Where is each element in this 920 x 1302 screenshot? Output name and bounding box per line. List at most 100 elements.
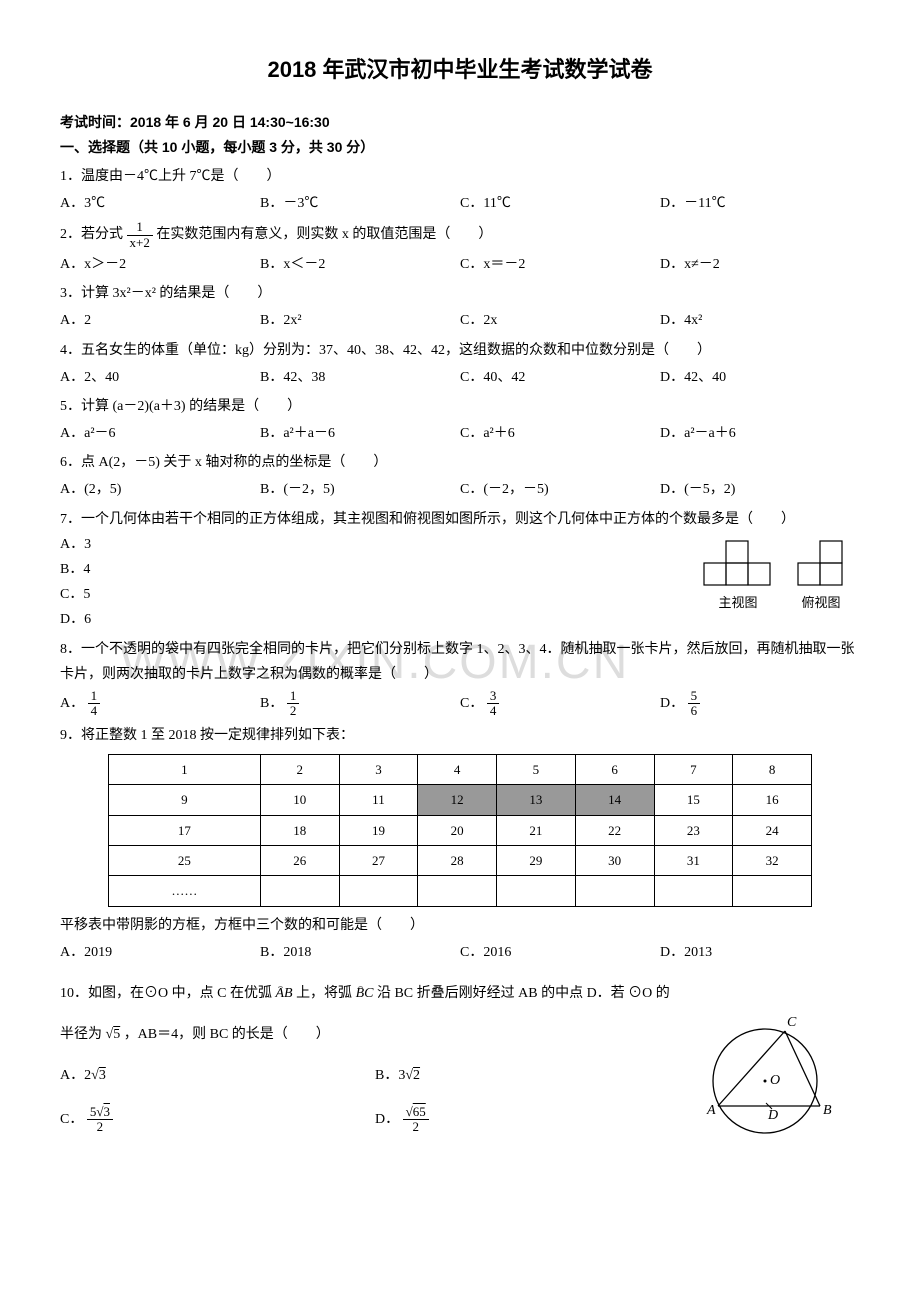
q2-post: 在实数范围内有意义，则实数 x 的取值范围是（ ） xyxy=(156,227,492,242)
q2-fraction: 1 x+2 xyxy=(127,220,153,250)
label-a: A xyxy=(706,1103,716,1118)
table-cell: 4 xyxy=(418,754,497,784)
table-cell: 13 xyxy=(497,785,576,815)
q10-figure: C O A D B xyxy=(690,1016,840,1155)
table-cell: 28 xyxy=(418,845,497,875)
table-cell: 17 xyxy=(109,815,261,845)
q3-opt-c: C．2x xyxy=(460,308,660,333)
q10-l1a: 10．如图，在⊙O 中，点 C 在优弧 xyxy=(60,986,272,1001)
table-cell: 9 xyxy=(109,785,261,815)
top-view-svg xyxy=(792,536,850,591)
q8a-label: A． xyxy=(60,696,84,711)
q5-opt-b: B．a²＋a－6 xyxy=(260,421,460,446)
q8d-label: D． xyxy=(660,696,684,711)
q1-options: A．3℃ B．－3℃ C．11℃ D．－11℃ xyxy=(60,191,860,216)
q4-opt-d: D．42、40 xyxy=(660,365,860,390)
q10c-pre: C． xyxy=(60,1112,83,1127)
table-cell xyxy=(339,876,418,906)
table-cell: 10 xyxy=(260,785,339,815)
q10-opt-c: C． 5√3 2 xyxy=(60,1105,375,1135)
page-title: 2018 年武汉市初中毕业生考试数学试卷 xyxy=(60,50,860,90)
q10-l2b: ，AB＝4，则 BC 的长是（ ） xyxy=(124,1027,330,1042)
q9-opt-c: C．2016 xyxy=(460,940,660,965)
q10-l2a: 半径为 xyxy=(60,1027,102,1042)
q8c-den: 4 xyxy=(487,704,500,718)
q6-opt-c: C．(－2，－5) xyxy=(460,477,660,502)
q2-pre: 2．若分式 xyxy=(60,227,123,242)
q5-options: A．a²－6 B．a²＋a－6 C．a²＋6 D．a²－a＋6 xyxy=(60,421,860,446)
table-cell: 22 xyxy=(575,815,654,845)
q6-options: A．(2，5) B．(－2，5) C．(－2，－5) D．(－5，2) xyxy=(60,477,860,502)
q9-opt-d: D．2013 xyxy=(660,940,860,965)
q8-opt-d: D． 56 xyxy=(660,689,860,719)
question-9: 9．将正整数 1 至 2018 按一定规律排列如下表： xyxy=(60,723,860,748)
q10-opt-d: D． √65 2 xyxy=(375,1105,690,1135)
q2-num: 1 xyxy=(127,220,153,235)
question-7: 7．一个几何体由若干个相同的正方体组成，其主视图和俯视图如图所示，则这个几何体中… xyxy=(60,507,860,532)
q10-opt-a: A．2√3 xyxy=(60,1063,375,1088)
q8b-num: 1 xyxy=(287,689,300,704)
question-10: 10．如图，在⊙O 中，点 C 在优弧 ⌢AB 上，将弧 ⌢BC 沿 BC 折叠… xyxy=(60,981,860,1006)
q8-options: A． 14 B． 12 C． 34 D． 56 xyxy=(60,689,860,719)
table-cell xyxy=(733,876,812,906)
label-o: O xyxy=(770,1073,780,1088)
table-cell: 2 xyxy=(260,754,339,784)
q10d-n-sqrt: 65 xyxy=(413,1104,426,1119)
q3-opt-a: A．2 xyxy=(60,308,260,333)
table-cell: 25 xyxy=(109,845,261,875)
q10c-den: 2 xyxy=(87,1120,113,1134)
q7-figures: 主视图 俯视图 xyxy=(698,536,850,616)
q2-opt-d: D．x≠－2 xyxy=(660,252,860,277)
q10d-den: 2 xyxy=(403,1120,429,1134)
q10-sqrt5: 5 xyxy=(113,1027,120,1042)
q5-opt-d: D．a²－a＋6 xyxy=(660,421,860,446)
q5-opt-a: A．a²－6 xyxy=(60,421,260,446)
q3-opt-b: B．2x² xyxy=(260,308,460,333)
q8d-num: 5 xyxy=(688,689,701,704)
q10b-sqrt: 2 xyxy=(413,1068,420,1083)
table-cell: 14 xyxy=(575,785,654,815)
table-cell xyxy=(654,876,733,906)
q2-opt-a: A．x＞－2 xyxy=(60,252,260,277)
q8-opt-c: C． 34 xyxy=(460,689,660,719)
table-cell: 32 xyxy=(733,845,812,875)
table-cell: 30 xyxy=(575,845,654,875)
table-cell: 15 xyxy=(654,785,733,815)
table-cell: 21 xyxy=(497,815,576,845)
table-cell xyxy=(497,876,576,906)
q8d-den: 6 xyxy=(688,704,701,718)
table-cell: 6 xyxy=(575,754,654,784)
q1-opt-d: D．－11℃ xyxy=(660,191,860,216)
label-b: B xyxy=(823,1103,832,1118)
q8c-num: 3 xyxy=(487,689,500,704)
table-cell: 24 xyxy=(733,815,812,845)
q10c-n-pre: 5 xyxy=(90,1104,97,1119)
table-cell xyxy=(575,876,654,906)
q8c-label: C． xyxy=(460,696,483,711)
q8-opt-a: A． 14 xyxy=(60,689,260,719)
table-cell: 29 xyxy=(497,845,576,875)
exam-time: 考试时间：2018 年 6 月 20 日 14:30~16:30 xyxy=(60,110,860,135)
q3-opt-d: D．4x² xyxy=(660,308,860,333)
circle-diagram: C O A D B xyxy=(690,1016,840,1146)
question-4: 4．五名女生的体重（单位：kg）分别为：37、40、38、42、42，这组数据的… xyxy=(60,338,860,363)
q10a-sqrt: 3 xyxy=(99,1068,106,1083)
q10-l1b: 上，将弧 xyxy=(296,986,352,1001)
question-6: 6．点 A(2，－5) 关于 x 轴对称的点的坐标是（ ） xyxy=(60,450,860,475)
table-cell: 11 xyxy=(339,785,418,815)
question-1: 1．温度由－4℃上升 7℃是（ ） xyxy=(60,164,860,189)
q10-options-row1: A．2√3 B．3√2 xyxy=(60,1063,690,1088)
section-heading: 一、选择题（共 10 小题，每小题 3 分，共 30 分） xyxy=(60,135,860,160)
q2-options: A．x＞－2 B．x＜－2 C．x＝－2 D．x≠－2 xyxy=(60,252,860,277)
q10a-pre: A．2 xyxy=(60,1068,91,1083)
table-cell xyxy=(260,876,339,906)
q5-opt-c: C．a²＋6 xyxy=(460,421,660,446)
label-c: C xyxy=(787,1016,797,1030)
q6-opt-b: B．(－2，5) xyxy=(260,477,460,502)
table-cell: 1 xyxy=(109,754,261,784)
q10c-n-sqrt: 3 xyxy=(103,1104,110,1119)
table-cell: …… xyxy=(109,876,261,906)
q7-main-view: 主视图 xyxy=(698,536,778,614)
table-cell: 12 xyxy=(418,785,497,815)
question-5: 5．计算 (a－2)(a＋3) 的结果是（ ） xyxy=(60,394,860,419)
